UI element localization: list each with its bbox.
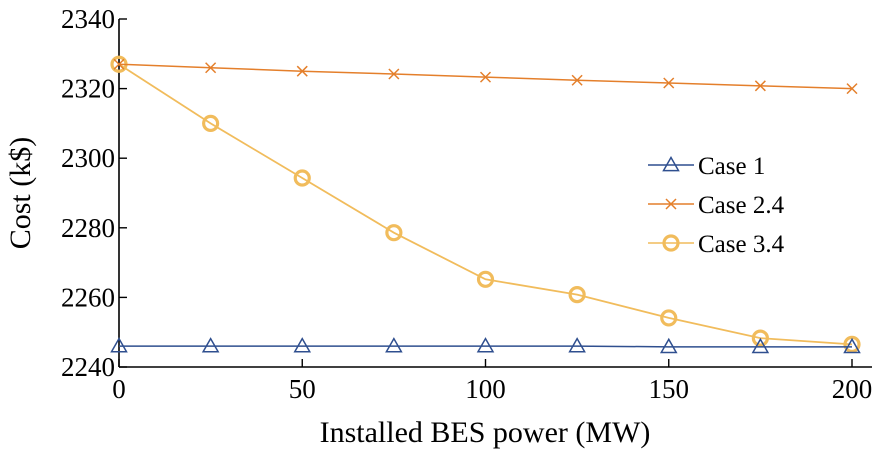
legend-item: Case 2.4 xyxy=(648,192,785,219)
axes: 2240 2260 2280 2300 2320 2340 0 50 100 150 200 xyxy=(61,4,872,404)
data-point xyxy=(205,62,217,74)
data-point xyxy=(663,77,675,89)
legend-label: Case 3.4 xyxy=(698,231,785,258)
legend-label: Case 1 xyxy=(698,153,765,180)
data-point xyxy=(113,58,125,70)
legend-label: Case 2.4 xyxy=(698,192,785,219)
legend-item: Case 1 xyxy=(648,153,765,180)
data-point xyxy=(479,71,492,83)
data-point xyxy=(751,337,770,354)
x-tick-label: 100 xyxy=(465,374,506,404)
series-0 xyxy=(110,337,861,354)
y-tick-label: 2300 xyxy=(61,143,115,173)
legend-item: Case 3.4 xyxy=(648,231,785,258)
data-point xyxy=(201,337,220,353)
data-point xyxy=(293,337,312,353)
x-tick-label: 200 xyxy=(832,374,873,404)
data-point xyxy=(754,80,766,92)
series-line xyxy=(119,345,852,348)
data-point xyxy=(385,224,403,242)
series-layer xyxy=(110,55,861,354)
series-2 xyxy=(110,55,861,353)
data-point xyxy=(571,74,583,86)
data-point xyxy=(385,337,403,353)
legend-marker xyxy=(662,155,680,172)
legend-marker xyxy=(662,234,680,252)
data-point xyxy=(293,169,311,187)
data-point xyxy=(296,65,308,77)
data-point xyxy=(843,335,861,353)
x-tick-label: 50 xyxy=(289,374,316,404)
data-point xyxy=(388,68,400,80)
legend-marker xyxy=(665,198,677,210)
data-point xyxy=(751,329,769,347)
y-tick-label: 2240 xyxy=(61,352,115,382)
data-point xyxy=(843,337,861,354)
data-point xyxy=(476,337,495,353)
series-line xyxy=(118,63,853,346)
legend: Case 1 Case 2.4 Case 3.4 xyxy=(648,153,785,258)
data-point xyxy=(110,337,128,353)
data-point xyxy=(846,83,858,95)
data-point xyxy=(568,337,586,353)
data-point xyxy=(476,270,495,288)
series-1 xyxy=(113,58,858,95)
y-tick-label: 2260 xyxy=(61,282,115,312)
x-axis-label: Installed BES power (MW) xyxy=(320,416,651,449)
x-tick-label: 150 xyxy=(649,374,690,404)
data-point xyxy=(202,114,220,133)
y-tick-label: 2280 xyxy=(61,213,115,243)
x-tick-label: 0 xyxy=(112,374,126,404)
data-point xyxy=(659,337,678,354)
y-axis-label: Cost (k$) xyxy=(4,137,37,250)
data-point xyxy=(660,309,678,327)
data-point xyxy=(568,286,586,304)
y-tick-label: 2340 xyxy=(61,4,115,34)
y-tick-label: 2320 xyxy=(61,74,115,104)
